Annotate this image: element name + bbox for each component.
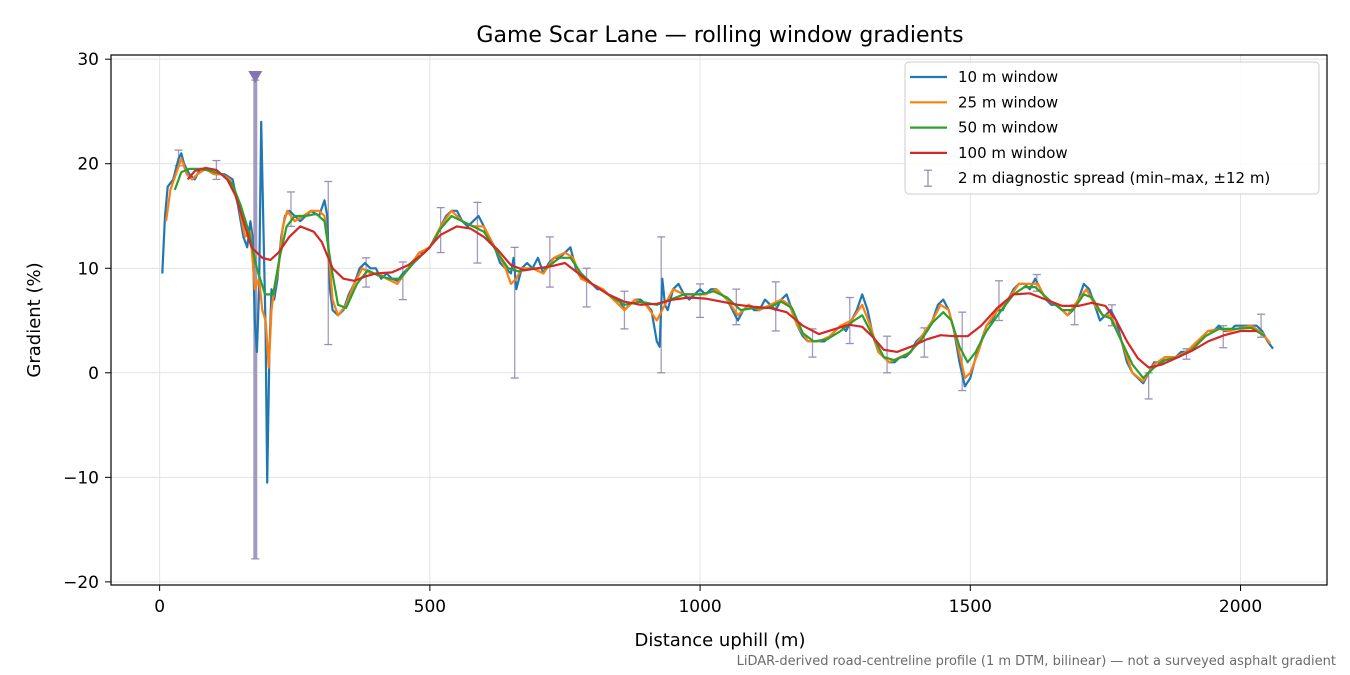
y-tick-label: −20 [63,573,99,593]
x-tick-label: 2000 [1219,597,1262,617]
plot-area [161,70,1274,560]
legend-label: 100 m window [958,144,1068,162]
legend-label: 2 m diagnostic spread (min–max, ±12 m) [958,169,1270,187]
x-tick-label: 1000 [678,597,721,617]
legend-label: 50 m window [958,119,1058,137]
legend-label: 25 m window [958,93,1058,111]
chart-title: Game Scar Lane — rolling window gradient… [476,23,963,48]
x-tick-label: 1500 [949,597,992,617]
y-axis-ticks: −20 −10 0 10 20 30 [63,50,111,593]
footnote: LiDAR-derived road-centreline profile (1… [737,654,1336,669]
plot-frame [110,54,1328,586]
legend-box [904,61,1320,195]
x-tick-label: 500 [414,597,446,617]
y-axis-label: Gradient (%) [24,262,45,377]
clip-marker [248,70,263,83]
y-tick-label: 0 [88,364,99,384]
y-tick-label: −10 [63,468,99,488]
legend: 10 m window 25 m window 50 m window 100 m w… [904,61,1320,195]
y-tick-label: 10 [77,259,99,279]
x-axis-ticks: 0 500 1000 1500 2000 [154,585,1262,617]
series-line [186,166,1257,369]
series-line [173,167,1266,380]
legend-label: 10 m window [958,68,1058,86]
x-axis-label: Distance uphill (m) [635,630,806,651]
x-tick-label: 0 [154,597,165,617]
y-tick-label: 20 [77,155,99,175]
y-tick-label: 30 [77,50,99,70]
